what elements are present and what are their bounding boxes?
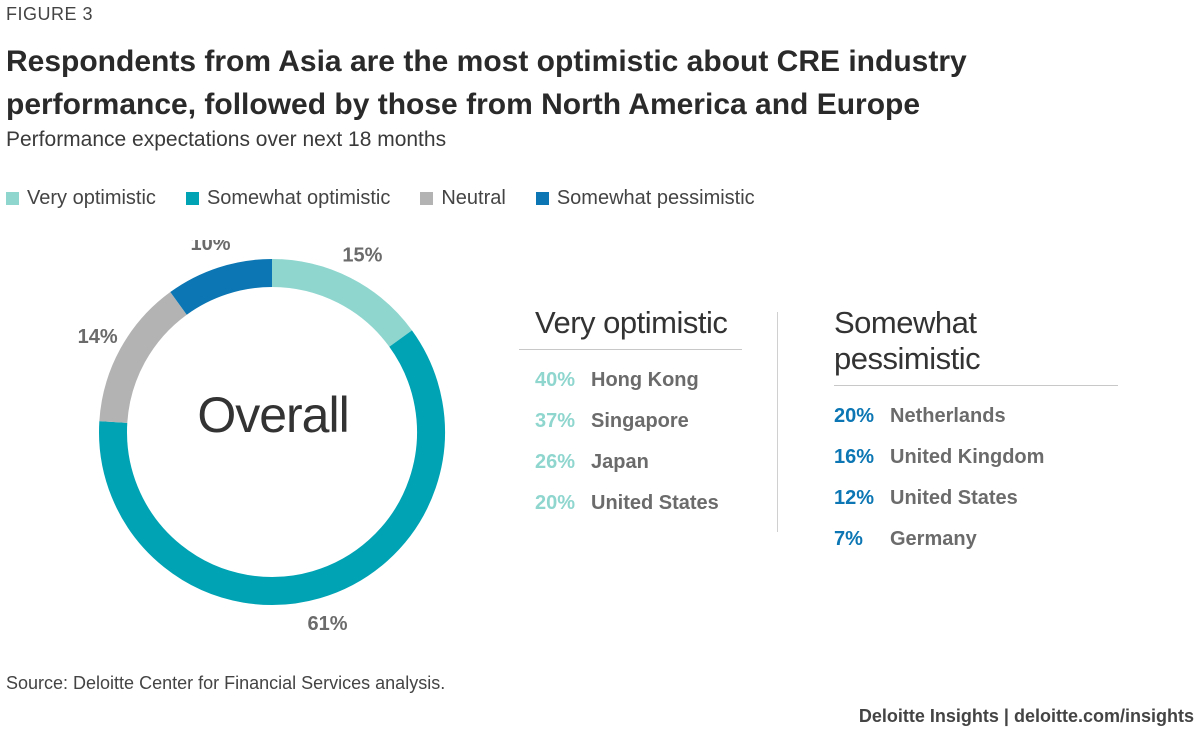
donut-chart: 15% 61% 14% 10%: [78, 240, 445, 635]
somewhat-pessimistic-table: Somewhat pessimistic 20% Netherlands 16%…: [834, 305, 1118, 560]
legend-item-neutral: Neutral: [420, 186, 506, 210]
somewhat-pessimistic-heading: Somewhat pessimistic: [834, 305, 1118, 386]
list-item: 26% Japan: [535, 442, 742, 483]
list-item: 20% United States: [535, 483, 742, 524]
list-item: 12% United States: [834, 478, 1118, 519]
percent-value: 12%: [834, 487, 875, 509]
slice-label-somewhat-pessimistic: 10%: [190, 240, 230, 255]
country-name: Hong Kong: [591, 369, 699, 391]
legend: Very optimistic Somewhat optimistic Neut…: [6, 185, 785, 211]
donut-slice-very-optimistic: [271, 259, 412, 348]
very-optimistic-heading: Very optimistic: [519, 305, 742, 350]
very-optimistic-list: 40% Hong Kong 37% Singapore 26% Japan 20…: [519, 360, 742, 524]
column-divider: [777, 312, 778, 532]
legend-item-somewhat-pessimistic: Somewhat pessimistic: [535, 186, 755, 210]
percent-value: 16%: [834, 446, 875, 468]
footer-credit: Deloitte Insights | deloitte.com/insight…: [858, 706, 1194, 726]
percent-value: 37%: [535, 410, 576, 432]
legend-label: Somewhat pessimistic: [556, 186, 755, 209]
legend-item-somewhat-optimistic: Somewhat optimistic: [185, 186, 391, 210]
percent-value: 7%: [834, 528, 863, 550]
legend-swatch: [420, 191, 434, 205]
country-name: Japan: [591, 451, 649, 473]
list-item: 37% Singapore: [535, 401, 742, 442]
source-note: Source: Deloitte Center for Financial Se…: [6, 673, 446, 693]
list-item: 40% Hong Kong: [535, 360, 742, 401]
list-item: 16% United Kingdom: [834, 437, 1118, 478]
country-name: Germany: [890, 528, 977, 550]
percent-value: 20%: [535, 492, 576, 514]
slice-label-somewhat-optimistic: 61%: [308, 613, 348, 635]
percent-value: 26%: [535, 451, 576, 473]
legend-swatch: [535, 191, 549, 205]
figure-label: FIGURE 3: [6, 4, 94, 24]
country-name: Singapore: [591, 410, 689, 432]
percent-value: 20%: [834, 405, 875, 427]
chart-subtitle: Performance expectations over next 18 mo…: [6, 128, 447, 151]
legend-swatch: [185, 191, 199, 205]
donut-slice-somewhat-optimistic: [99, 330, 445, 605]
donut-center-label: Overall: [197, 387, 349, 443]
country-name: United States: [591, 492, 719, 514]
legend-label: Very optimistic: [27, 186, 156, 209]
donut-slice-somewhat-pessimistic: [170, 259, 273, 315]
slice-label-neutral: 14%: [78, 326, 118, 348]
list-item: 20% Netherlands: [834, 396, 1118, 437]
somewhat-pessimistic-list: 20% Netherlands 16% United Kingdom 12% U…: [834, 396, 1118, 560]
country-name: Netherlands: [890, 405, 1006, 427]
legend-label: Somewhat optimistic: [206, 186, 391, 209]
legend-label: Neutral: [441, 186, 506, 209]
list-item: 7% Germany: [834, 519, 1118, 560]
chart-title: Respondents from Asia are the most optim…: [6, 45, 967, 121]
country-name: United Kingdom: [890, 446, 1045, 468]
donut-slice-neutral: [99, 292, 188, 424]
legend-swatch: [6, 191, 19, 205]
percent-value: 40%: [535, 369, 576, 391]
legend-item-very-optimistic: Very optimistic: [6, 187, 156, 210]
slice-label-very-optimistic: 15%: [342, 245, 382, 267]
very-optimistic-table: Very optimistic 40% Hong Kong 37% Singap…: [519, 305, 742, 524]
country-name: United States: [890, 487, 1018, 509]
